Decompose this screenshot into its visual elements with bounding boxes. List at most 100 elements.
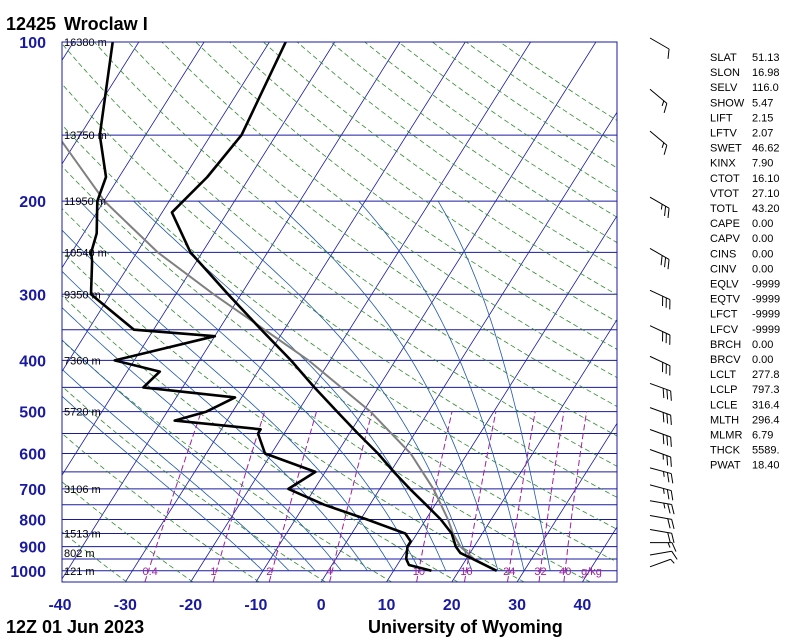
wind-barb [649, 515, 675, 530]
wind-barb-flag [666, 435, 669, 446]
wind-barb-staff [649, 449, 671, 458]
dry-adiabat-line [161, 42, 617, 379]
moist-adiabat-line [79, 200, 421, 571]
index-key: LCLE [710, 399, 738, 411]
pressure-tick-label: 600 [19, 446, 46, 463]
pressure-tick-label: 700 [19, 482, 46, 499]
pressure-tick-label: 900 [19, 540, 46, 557]
wind-barb-staff [649, 500, 672, 506]
wind-barb-flag [667, 532, 671, 543]
dry-adiabat-line [62, 43, 617, 467]
height-label: 3106 m [64, 484, 101, 496]
dry-adiabat-line [62, 432, 260, 582]
wind-barb-flag [663, 145, 668, 155]
credit-label: University of Wyoming [368, 617, 563, 637]
wind-barb-flag [670, 490, 674, 501]
index-value: 27.10 [752, 188, 780, 200]
temperature-tick-label: -10 [244, 597, 267, 614]
index-value: 43.20 [752, 203, 780, 215]
temperature-tick-label: -20 [179, 597, 202, 614]
temperature-line [170, 42, 498, 572]
wind-barb-flag [670, 390, 672, 401]
isotherm-line [190, 42, 531, 582]
dry-adiabat-line [62, 165, 617, 563]
index-key: LFCT [710, 309, 738, 321]
wind-barb-flag [669, 365, 671, 376]
isotherm-line [0, 42, 8, 582]
wind-barb-flag [662, 434, 665, 445]
wind-barb-half [663, 503, 666, 509]
wind-barb-staff [649, 130, 668, 146]
wind-barb-flag [667, 48, 670, 59]
mixing-ratio-line [416, 411, 453, 582]
wind-barb-staff [649, 382, 671, 392]
index-value: 296.4 [752, 414, 780, 426]
moist-adiabat-line [62, 368, 290, 572]
wind-barb-flag [671, 542, 677, 552]
temperature-tick-label: 30 [508, 597, 526, 614]
wind-barb [649, 467, 674, 484]
mixing-ratio-label: 4 [326, 566, 332, 578]
index-key: THCK [710, 445, 741, 457]
mixing-ratio-label: g/kg [581, 566, 602, 578]
index-key: PWAT [710, 460, 741, 472]
index-value: -9999 [752, 309, 780, 321]
pressure-axis: 100 200 300 400 500 600 700 800 900 1000 [10, 35, 46, 581]
index-key: VTOT [710, 188, 739, 200]
index-value: 316.4 [752, 399, 780, 411]
wind-barb-flag [665, 363, 667, 374]
index-key: SHOW [710, 97, 745, 109]
moist-adiabat-line [62, 395, 264, 572]
index-key: CINS [710, 248, 736, 260]
index-value: 5.47 [752, 97, 773, 109]
isotherm-line [451, 318, 617, 582]
index-key: SLAT [710, 52, 737, 64]
index-value: 0.00 [752, 263, 773, 275]
height-labels: 16380 m 13750 m 11950 m 10540 m 9350 m 7360 m… [64, 37, 107, 578]
index-value: 2.07 [752, 128, 773, 140]
dry-adiabat-line [62, 339, 392, 582]
isotherm-line [62, 42, 401, 580]
wind-barb-flag [662, 331, 664, 342]
index-key: CTOT [710, 173, 740, 185]
index-key: TOTL [710, 203, 738, 215]
index-key: LIFT [710, 112, 733, 124]
pressure-tick-label: 400 [19, 353, 46, 370]
index-key: SELV [710, 82, 738, 94]
pressure-tick-label: 100 [19, 35, 46, 52]
wind-barb [649, 407, 672, 425]
wind-barb-half [667, 542, 671, 548]
index-value: 5589. [752, 445, 780, 457]
wind-barb [650, 542, 677, 552]
isotherm-line [516, 422, 617, 582]
wind-barb-half [670, 558, 675, 564]
height-label: 5720 m [64, 407, 101, 419]
wind-barb-half [661, 142, 665, 148]
isotherm-line [320, 111, 617, 582]
temperature-tick-label: 20 [443, 597, 461, 614]
index-key: SWET [710, 143, 742, 155]
wind-barb-flag [664, 206, 667, 217]
dry-adiabat-line [62, 251, 525, 582]
moist-adiabat-line [358, 200, 525, 571]
wind-barb-flag [667, 259, 670, 270]
wind-barb-staff [649, 484, 672, 492]
index-value: 0.00 [752, 354, 773, 366]
wind-barb [649, 247, 670, 270]
wind-barb-staff [649, 429, 671, 438]
moist-adiabat-line [198, 200, 473, 571]
moist-adiabat-line [437, 200, 551, 571]
wind-barb [649, 196, 670, 219]
pressure-tick-label: 800 [19, 513, 46, 530]
wind-barb [649, 558, 675, 568]
wind-barb-flag [660, 255, 663, 266]
wind-barb-flag [666, 413, 669, 424]
plot-area [62, 42, 617, 582]
mixing-ratio-line [329, 411, 373, 582]
index-key: LFTV [710, 128, 738, 140]
index-value: 7.90 [752, 158, 773, 170]
index-value: 797.3 [752, 384, 780, 396]
wind-barb [649, 484, 674, 501]
mixing-ratio-line [464, 411, 497, 582]
